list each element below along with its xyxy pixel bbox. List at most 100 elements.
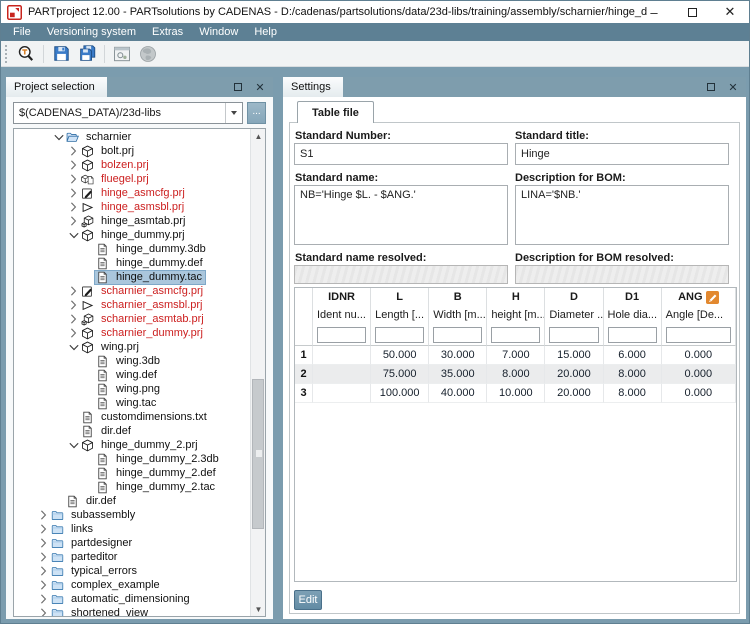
tree-item-dir-def[interactable]: dir.def xyxy=(14,494,250,508)
publish-button[interactable] xyxy=(135,42,161,66)
cell-b-row3[interactable]: 40.000 xyxy=(429,384,488,403)
tree-item-subassembly[interactable]: subassembly xyxy=(14,508,250,522)
column-header-d1[interactable]: D1 xyxy=(604,288,662,306)
cell-ang-row1[interactable]: 0.000 xyxy=(661,346,736,365)
collapse-icon[interactable] xyxy=(67,341,80,353)
column-header-ang[interactable]: ANG xyxy=(662,288,736,306)
tree-item-complex-example[interactable]: complex_example xyxy=(14,578,250,592)
menu-extras[interactable]: Extras xyxy=(152,26,184,38)
tree-item-parteditor[interactable]: parteditor xyxy=(14,550,250,564)
expand-icon[interactable] xyxy=(67,299,80,311)
expand-icon[interactable] xyxy=(37,607,50,616)
column-header-h[interactable]: H xyxy=(487,288,546,306)
tree-item-hinge-dummy-2-3db[interactable]: hinge_dummy_2.3db xyxy=(14,452,250,466)
column-header-idnr[interactable]: IDNR xyxy=(313,288,372,306)
tree-item-scharnier-asmcfg-prj[interactable]: scharnier_asmcfg.prj xyxy=(14,284,250,298)
float-panel-icon[interactable] xyxy=(232,81,244,93)
tree-item-bolt-prj[interactable]: bolt.prj xyxy=(14,144,250,158)
expand-icon[interactable] xyxy=(37,579,50,591)
scroll-down-icon[interactable]: ▼ xyxy=(254,604,263,614)
search-button[interactable] xyxy=(13,42,39,66)
tree-item-hinge-dummy-def[interactable]: hinge_dummy.def xyxy=(14,256,250,270)
cell-d-row3[interactable]: 20.000 xyxy=(545,384,604,403)
menu-versioning-system[interactable]: Versioning system xyxy=(46,26,136,38)
tree-item-hinge-asmsbl-prj[interactable]: hinge_asmsbl.prj xyxy=(14,200,250,214)
expand-icon[interactable] xyxy=(67,173,80,185)
tree-item-bolzen-prj[interactable]: bolzen.prj xyxy=(14,158,250,172)
menu-window[interactable]: Window xyxy=(199,26,239,38)
expand-icon[interactable] xyxy=(37,523,50,535)
scrollbar-thumb[interactable] xyxy=(252,379,264,529)
table-filter-input-d1[interactable] xyxy=(607,326,657,343)
tree-item-wing-png[interactable]: wing.png xyxy=(14,382,250,396)
tree-item-typical-errors[interactable]: typical_errors xyxy=(14,564,250,578)
tree-item-wing-3db[interactable]: wing.3db xyxy=(14,354,250,368)
save-button[interactable] xyxy=(48,42,74,66)
tree-item-partdesigner[interactable]: partdesigner xyxy=(14,536,250,550)
close-panel-icon[interactable]: ✕ xyxy=(255,81,265,94)
expand-icon[interactable] xyxy=(67,159,80,171)
standard-name-textarea[interactable]: NB='Hinge $L. - $ANG.' xyxy=(294,185,508,245)
column-header-d[interactable]: D xyxy=(545,288,604,306)
tree-item-wing-prj[interactable]: wing.prj xyxy=(14,340,250,354)
close-button[interactable]: ✕ xyxy=(724,4,736,19)
cell-idnr-row1[interactable] xyxy=(313,346,372,365)
tree-item-automatic-dimensioning[interactable]: automatic_dimensioning xyxy=(14,592,250,606)
collapse-icon[interactable] xyxy=(67,229,80,241)
bom-description-textarea[interactable]: LINA='$NB.' xyxy=(515,185,729,245)
cell-idnr-row3[interactable] xyxy=(313,384,372,403)
tree-item-hinge-dummy-2-prj[interactable]: hinge_dummy_2.prj xyxy=(14,438,250,452)
project-window-button[interactable] xyxy=(109,42,135,66)
tree-item-hinge-dummy-tac[interactable]: hinge_dummy.tac xyxy=(14,269,250,285)
standard-number-input[interactable] xyxy=(294,143,508,165)
tree-item-customdimensions-txt[interactable]: customdimensions.txt xyxy=(14,410,250,424)
tree-item-hinge-asmcfg-prj[interactable]: hinge_asmcfg.prj xyxy=(14,186,250,200)
table-filter-input-ang[interactable] xyxy=(665,326,731,343)
cell-d1-row3[interactable]: 8.000 xyxy=(603,384,662,403)
cell-h-row1[interactable]: 7.000 xyxy=(487,346,546,365)
maximize-button[interactable] xyxy=(685,5,699,19)
expand-icon[interactable] xyxy=(67,145,80,157)
column-header-b[interactable]: B xyxy=(429,288,488,306)
expand-icon[interactable] xyxy=(37,565,50,577)
table-filter-input-idnr[interactable] xyxy=(317,326,367,343)
collapse-icon[interactable] xyxy=(67,439,80,451)
expand-icon[interactable] xyxy=(67,215,80,227)
cell-l-row3[interactable]: 100.000 xyxy=(371,384,430,403)
collapse-icon[interactable] xyxy=(52,131,65,143)
expand-icon[interactable] xyxy=(37,551,50,563)
cell-l-row1[interactable]: 50.000 xyxy=(371,346,430,365)
cell-ang-row3[interactable]: 0.000 xyxy=(661,384,736,403)
scroll-up-icon[interactable]: ▲ xyxy=(254,131,263,141)
project-path-combobox[interactable]: $(CADENAS_DATA)/23d-libs xyxy=(13,102,243,124)
tree-item-hinge-asmtab-prj[interactable]: hinge_asmtab.prj xyxy=(14,214,250,228)
cell-d1-row2[interactable]: 8.000 xyxy=(603,365,662,384)
tree-item-scharnier-asmsbl-prj[interactable]: scharnier_asmsbl.prj xyxy=(14,298,250,312)
cell-h-row3[interactable]: 10.000 xyxy=(487,384,546,403)
expand-icon[interactable] xyxy=(67,285,80,297)
tree-item-hinge-dummy-3db[interactable]: hinge_dummy.3db xyxy=(14,242,250,256)
cell-idnr-row2[interactable] xyxy=(313,365,372,384)
tree-item-hinge-dummy-2-def[interactable]: hinge_dummy_2.def xyxy=(14,466,250,480)
tree-item-hinge-dummy-prj[interactable]: hinge_dummy.prj xyxy=(14,228,250,242)
cell-h-row2[interactable]: 8.000 xyxy=(487,365,546,384)
expand-icon[interactable] xyxy=(37,509,50,521)
tree-item-scharnier-asmtab-prj[interactable]: scharnier_asmtab.prj xyxy=(14,312,250,326)
expand-icon[interactable] xyxy=(37,537,50,549)
table-filter-input-h[interactable] xyxy=(491,326,541,343)
cell-b-row1[interactable]: 30.000 xyxy=(429,346,488,365)
browse-button[interactable]: ... xyxy=(247,102,266,124)
combobox-dropdown-icon[interactable] xyxy=(225,103,242,123)
tree-item-dir-def[interactable]: dir.def xyxy=(14,424,250,438)
cell-b-row2[interactable]: 35.000 xyxy=(429,365,488,384)
cell-d-row2[interactable]: 20.000 xyxy=(545,365,604,384)
cell-l-row2[interactable]: 75.000 xyxy=(371,365,430,384)
tree-item-hinge-dummy-2-tac[interactable]: hinge_dummy_2.tac xyxy=(14,480,250,494)
edit-button[interactable]: Edit xyxy=(294,590,322,610)
cell-d-row1[interactable]: 15.000 xyxy=(545,346,604,365)
table-filter-input-d[interactable] xyxy=(549,326,599,343)
save-all-button[interactable] xyxy=(74,42,100,66)
expand-icon[interactable] xyxy=(67,327,80,339)
tree-scrollbar[interactable]: ▲ ▼ xyxy=(250,129,265,616)
minimize-button[interactable]: – xyxy=(650,4,658,20)
